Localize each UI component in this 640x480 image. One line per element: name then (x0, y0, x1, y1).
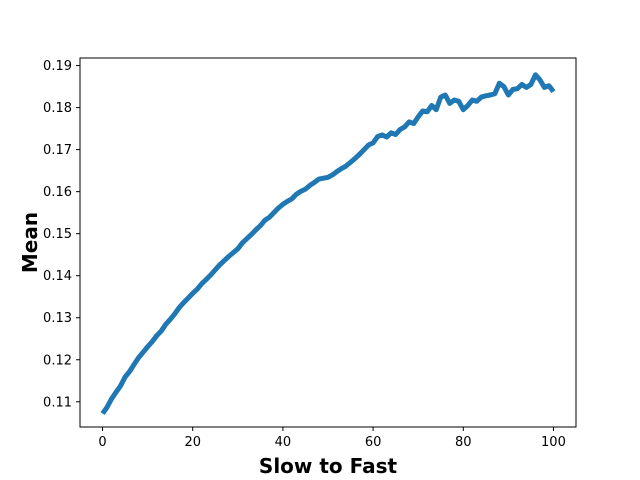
x-tick-label: 0 (98, 435, 106, 450)
y-tick-label: 0.12 (43, 353, 72, 368)
y-tick-label: 0.17 (43, 143, 72, 158)
x-tick-label: 60 (365, 435, 382, 450)
x-tick-label: 100 (541, 435, 566, 450)
series-line-0 (100, 72, 556, 416)
axis-ticks: 0 20 40 60 80 100 0.11 0.12 0.13 0.14 0.15 0.16 0.17… (43, 59, 566, 450)
x-axis-label: Slow to Fast (259, 454, 398, 478)
y-tick-label: 0.16 (43, 185, 72, 200)
y-tick-label: 0.18 (43, 101, 72, 116)
x-tick-label: 40 (275, 435, 292, 450)
y-tick-label: 0.14 (43, 269, 72, 284)
plot-frame (79, 57, 577, 428)
x-tick-label: 80 (455, 435, 472, 450)
y-tick-label: 0.19 (43, 59, 72, 74)
y-tick-label: 0.15 (43, 227, 72, 242)
series-group (100, 72, 556, 416)
y-axis-label: Mean (18, 212, 42, 273)
y-tick-label: 0.11 (43, 395, 72, 410)
x-tick-label: 20 (184, 435, 201, 450)
y-tick-label: 0.13 (43, 311, 72, 326)
